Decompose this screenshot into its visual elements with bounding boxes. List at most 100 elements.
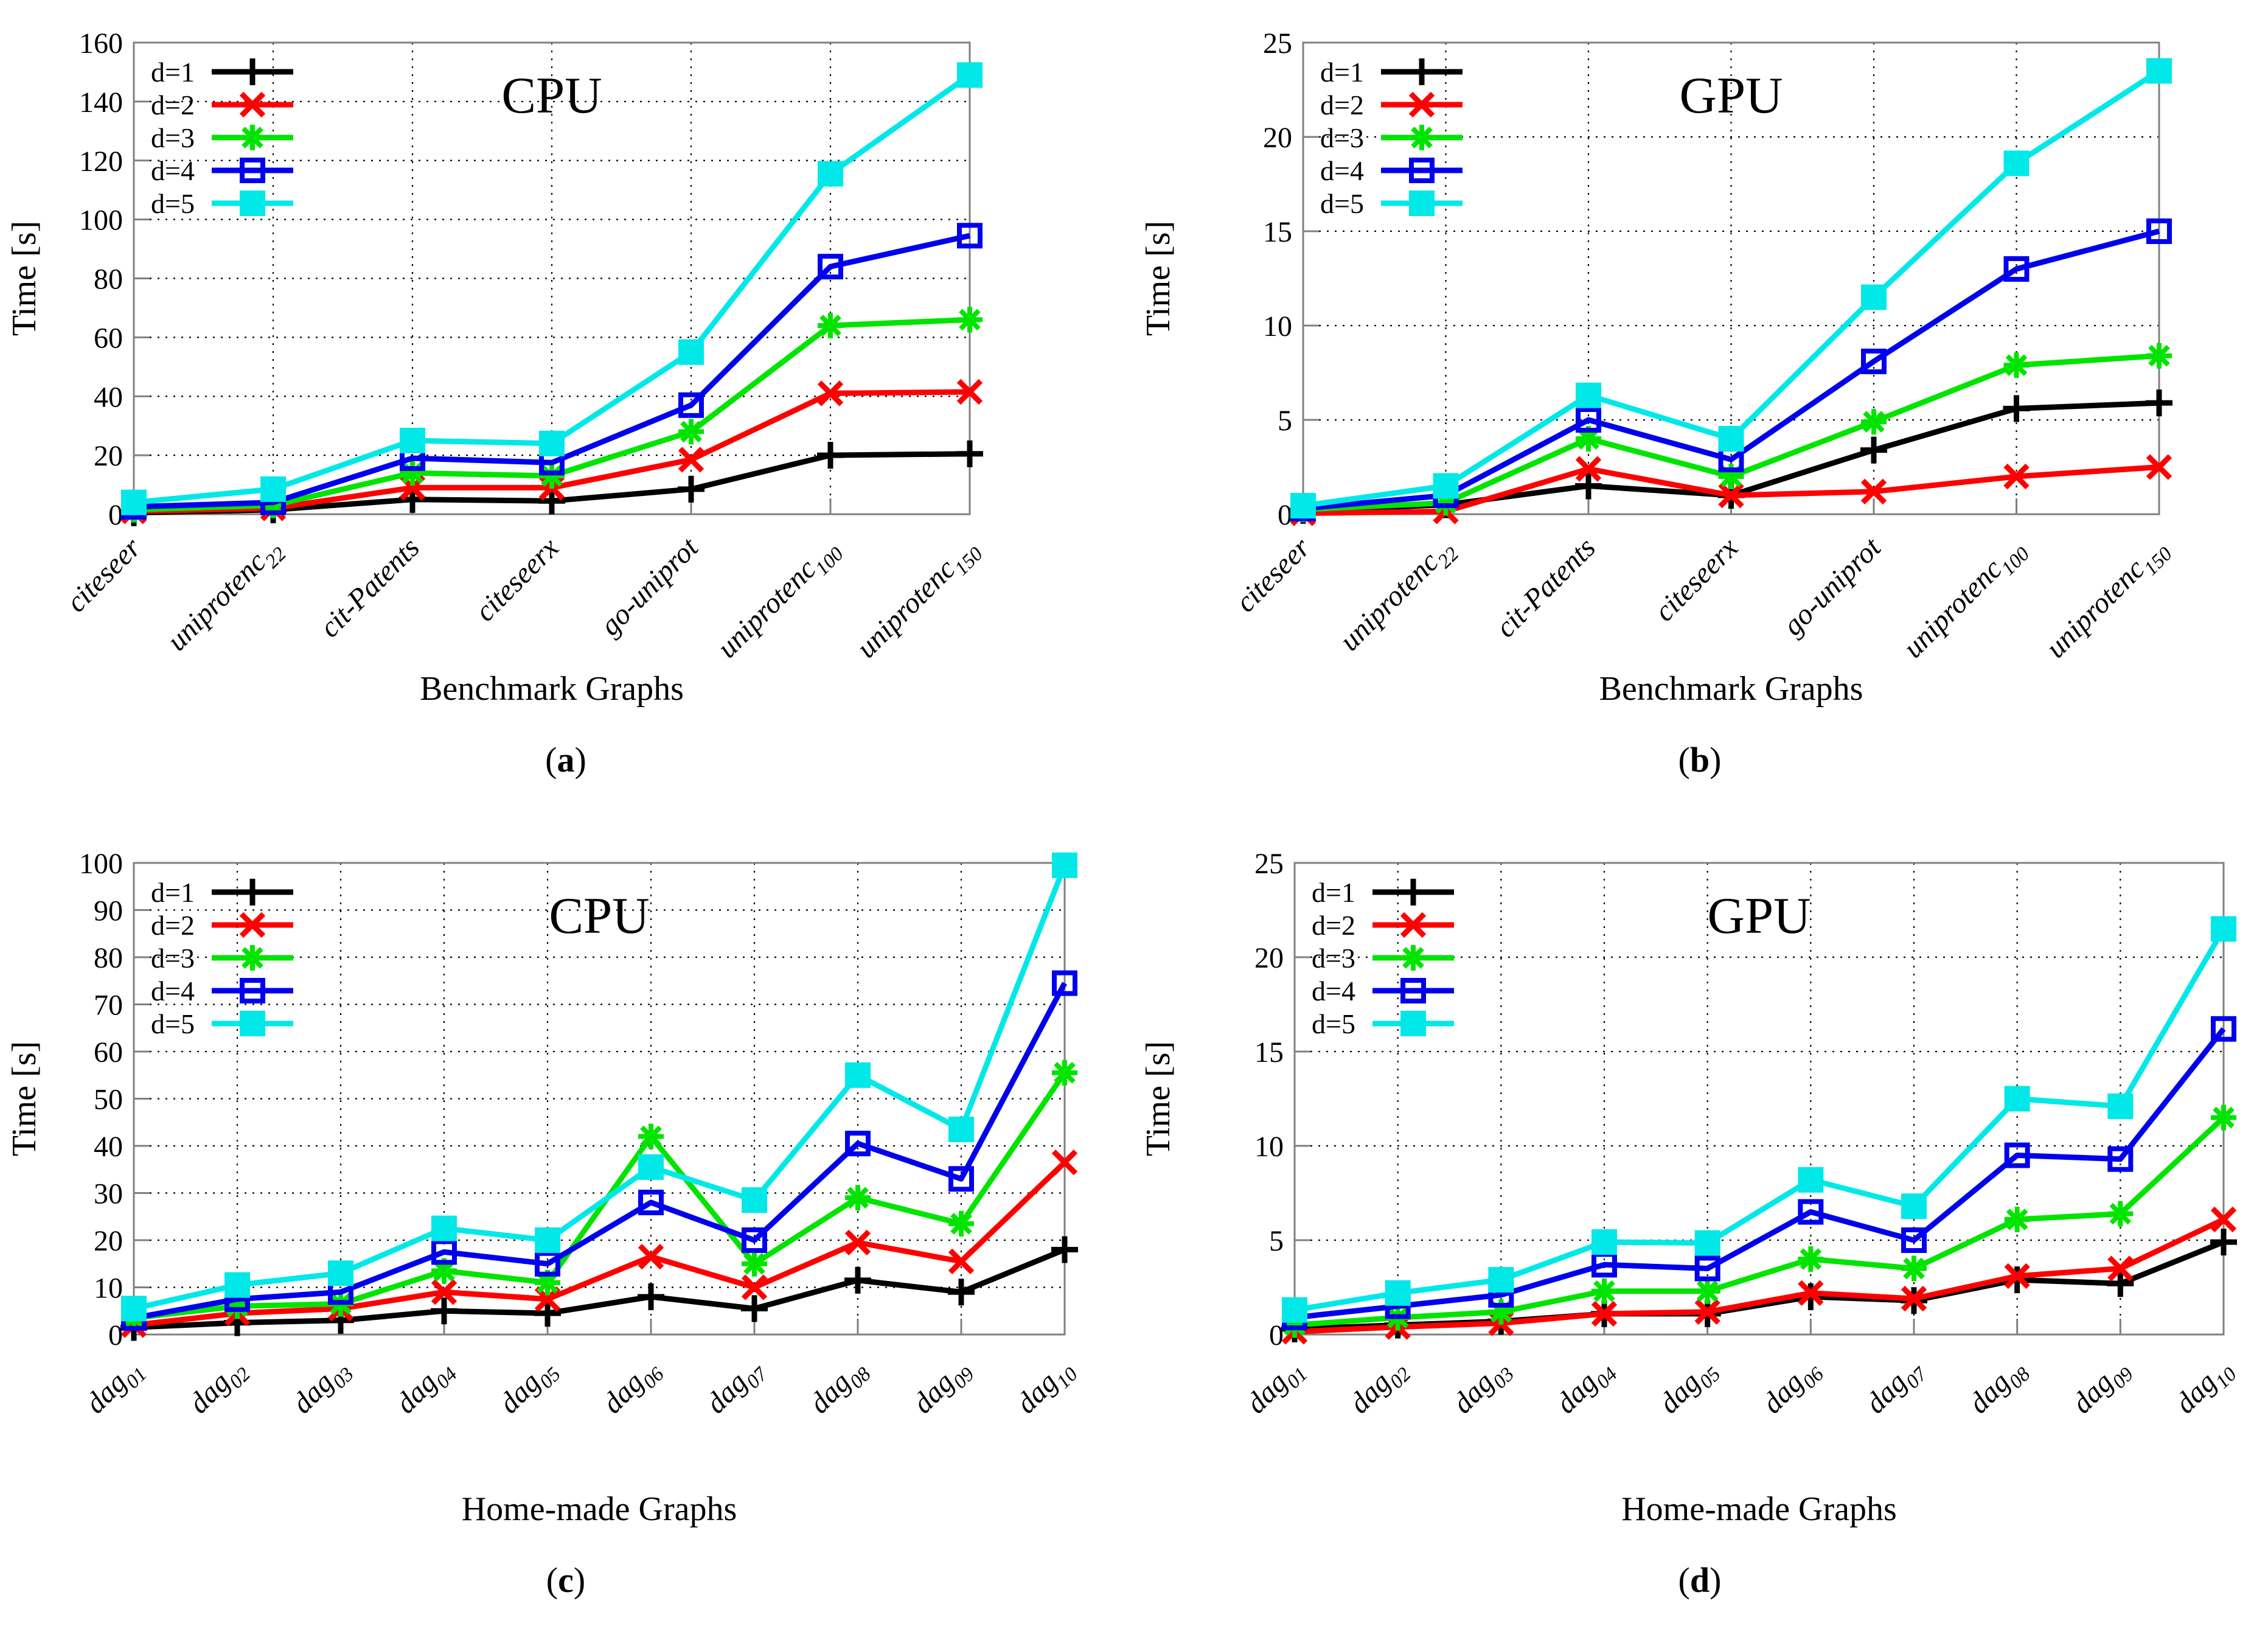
series-d4-marker — [742, 1227, 767, 1253]
series-d2-marker — [817, 380, 844, 407]
x-tick-label: citeseerx — [469, 531, 565, 627]
series-d5-marker — [328, 1260, 353, 1286]
series-d2 — [120, 1149, 1078, 1338]
x-tick-label: dag08 — [1963, 1352, 2035, 1424]
series-d2-marker — [741, 1274, 768, 1300]
legend-d2-label: d=2 — [1312, 910, 1355, 941]
series-d5-marker — [1901, 1193, 1927, 1220]
x-tick-label: dag01 — [79, 1352, 151, 1424]
y-tick-label: 15 — [1263, 216, 1292, 248]
series-d1-marker — [948, 1279, 975, 1306]
series-d2-marker — [638, 1243, 664, 1270]
series-d5-marker — [1718, 426, 1744, 452]
series-d2-marker — [678, 447, 704, 473]
series-d5 — [121, 62, 983, 515]
y-tick-label: 100 — [79, 204, 123, 237]
legend-d3-marker — [1409, 125, 1435, 150]
series-d4-marker — [1861, 348, 1887, 374]
series-d5-marker — [742, 1187, 767, 1213]
series-d5-marker — [1591, 1229, 1617, 1255]
series-d1-marker — [2146, 389, 2172, 417]
series-d5-line — [1294, 927, 2226, 1313]
legend-d1-marker — [239, 58, 266, 85]
series-d5-line — [133, 864, 1068, 1311]
series-d3-line — [1294, 1115, 2226, 1328]
legend-d1-marker — [239, 879, 266, 905]
series-d4-marker — [1052, 970, 1077, 996]
series-d5-marker — [2003, 150, 2030, 176]
series-d1-marker — [956, 440, 983, 467]
y-tick-label: 100 — [79, 848, 123, 880]
series-d5-marker — [260, 476, 286, 502]
series-d5 — [121, 852, 1077, 1322]
series-d3-marker — [948, 1210, 974, 1237]
x-tick-label: uniprotenc150 — [2040, 531, 2177, 669]
series-d1-marker — [1860, 436, 1887, 464]
series-d5-marker — [2211, 916, 2236, 942]
x-tick-label: citeseer — [1230, 531, 1317, 618]
series-d2-line — [133, 1160, 1067, 1328]
y-tick-label: 5 — [1278, 405, 1292, 437]
x-tick-label: dag06 — [1756, 1352, 1828, 1424]
x-tick-label: dag06 — [596, 1352, 669, 1424]
y-tick-label: 25 — [1263, 27, 1292, 60]
y-tick-label: 25 — [1254, 848, 1284, 880]
legend-d3-label: d=3 — [1312, 943, 1355, 974]
subfigure-caption: (c) — [546, 1560, 585, 1600]
series-d4-marker — [845, 1131, 871, 1157]
series-d2-marker — [431, 1279, 457, 1305]
series-d5-marker — [431, 1215, 457, 1241]
legend-d4-label: d=4 — [151, 975, 195, 1007]
x-tick-label: dag04 — [389, 1352, 462, 1424]
y-axis-title: Time [s] — [1139, 221, 1177, 336]
y-tick-label: 20 — [1254, 942, 1284, 974]
series-d5-marker — [121, 1296, 147, 1322]
series-d2-marker — [1901, 1285, 1927, 1312]
series-d2-marker — [1694, 1299, 1720, 1325]
series-d5-marker — [535, 1227, 560, 1253]
legend: d=1d=2d=3d=4d=5 — [1320, 57, 1463, 219]
series-d4-marker — [638, 1190, 664, 1215]
legend-d5-marker — [240, 1011, 265, 1036]
series-d4-marker — [535, 1251, 560, 1277]
x-tick-label: go-uniprot — [594, 531, 705, 642]
series-d1 — [120, 1236, 1078, 1341]
y-axis-title: Time [s] — [5, 1041, 43, 1156]
legend-d3-marker — [240, 945, 265, 971]
x-tick-label: cit-Patents — [1489, 531, 1602, 644]
y-tick-label: 90 — [94, 895, 123, 927]
series-d2-line — [1294, 1216, 2225, 1335]
legend-d5-marker — [1400, 1011, 1426, 1036]
chart-title: CPU — [501, 67, 602, 124]
series-d5-marker — [818, 161, 843, 187]
series-d4-marker — [2146, 218, 2172, 244]
series-d2-marker — [1798, 1280, 1824, 1306]
y-tick-label: 0 — [108, 1319, 123, 1352]
x-tick-label: dag09 — [2065, 1352, 2138, 1424]
series-d5-marker — [2107, 1093, 2134, 1119]
series-d3 — [1290, 343, 2172, 523]
series-d5-marker — [678, 339, 704, 365]
series-d4-marker — [678, 392, 704, 418]
x-tick-label: dag01 — [1240, 1352, 1312, 1424]
series-d5-marker — [1488, 1267, 1514, 1293]
legend-d1-marker — [1400, 879, 1427, 905]
x-tick-label: dag03 — [1446, 1352, 1518, 1424]
series-d5-marker — [1861, 284, 1887, 310]
series-d1-marker — [844, 1266, 871, 1294]
x-tick-label: dag09 — [906, 1352, 979, 1424]
series-d2-marker — [1860, 478, 1887, 504]
y-tick-label: 10 — [1254, 1131, 1284, 1163]
legend-d3-marker — [1400, 945, 1426, 971]
y-tick-label: 10 — [1263, 310, 1292, 343]
legend: d=1d=2d=3d=4d=5 — [1312, 877, 1454, 1039]
series-d5-marker — [957, 62, 983, 88]
series-d1-marker — [638, 1283, 664, 1310]
series-d4-marker — [957, 223, 983, 249]
x-tick-label: dag05 — [493, 1352, 565, 1424]
legend-d2-label: d=2 — [151, 910, 195, 941]
chart-gpu-benchmark: citeseer uniprotenc22 cit-Patents citeseerx… — [1134, 0, 2268, 820]
series-d4-line — [1294, 1027, 2226, 1321]
series-d5-marker — [1576, 382, 1601, 408]
chart-title: GPU — [1679, 67, 1783, 124]
